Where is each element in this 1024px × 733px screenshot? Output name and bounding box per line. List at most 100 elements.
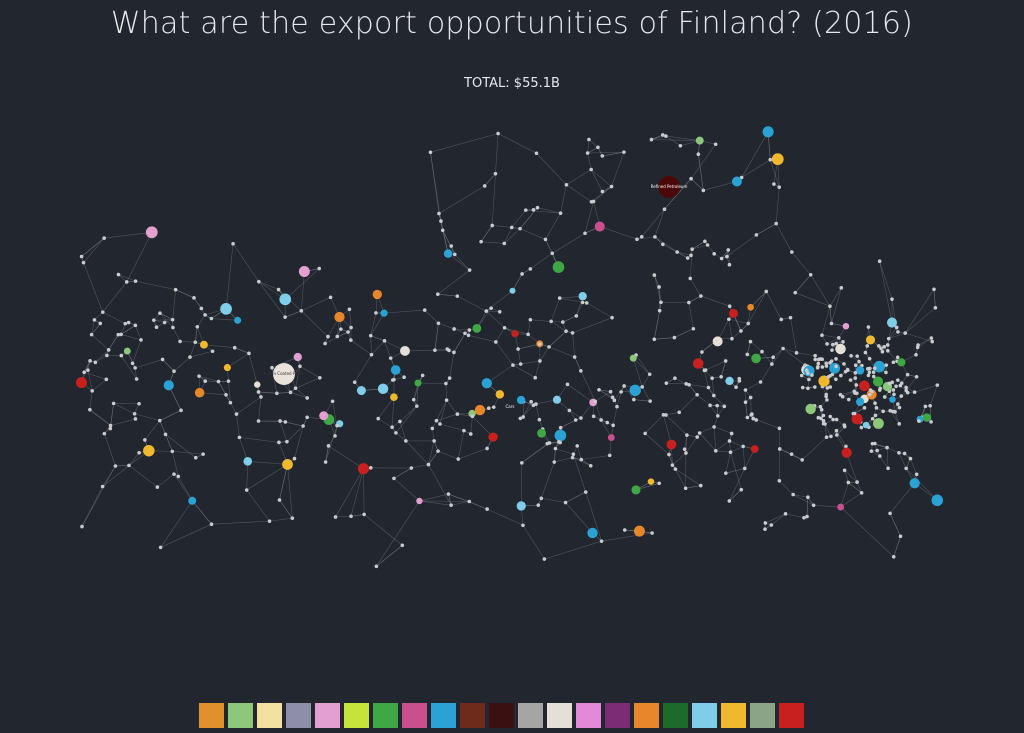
node[interactable] [482,184,487,188]
node[interactable] [824,435,829,439]
node[interactable] [277,440,281,445]
node[interactable] [866,325,871,329]
node[interactable] [299,309,304,313]
node[interactable] [533,375,538,380]
node[interactable] [400,345,410,356]
node[interactable] [589,167,593,172]
node[interactable] [728,308,739,318]
node[interactable] [658,176,680,198]
node[interactable] [836,335,841,340]
node[interactable] [330,399,335,404]
node[interactable] [257,279,261,284]
node[interactable] [818,375,830,387]
node[interactable] [509,225,514,230]
node[interactable] [800,458,804,462]
node[interactable] [273,363,295,385]
node[interactable] [223,364,231,372]
node[interactable] [742,466,747,471]
node[interactable] [529,399,533,404]
node[interactable] [853,363,858,368]
node[interactable] [715,414,720,418]
node[interactable] [853,391,857,395]
node[interactable] [531,208,536,212]
node[interactable] [887,381,892,386]
node[interactable] [932,287,936,292]
node[interactable] [723,359,728,363]
node[interactable] [518,226,522,231]
node[interactable] [905,372,910,377]
node[interactable] [739,487,744,492]
node[interactable] [825,386,830,390]
node[interactable] [610,395,615,400]
node[interactable] [819,416,823,421]
node[interactable] [678,143,683,148]
node[interactable] [897,451,901,455]
node[interactable] [224,393,228,397]
node[interactable] [436,449,440,453]
node[interactable] [597,387,601,392]
node[interactable] [491,405,496,409]
node[interactable] [203,379,208,383]
node[interactable] [362,512,366,517]
node[interactable] [764,289,769,294]
node[interactable] [587,527,598,539]
node[interactable] [98,321,103,326]
node[interactable] [702,368,707,373]
node[interactable] [890,380,894,385]
node[interactable] [392,476,396,481]
node[interactable] [884,363,889,367]
node[interactable] [715,403,719,408]
node[interactable] [267,519,272,523]
node[interactable] [692,358,704,369]
node[interactable] [683,486,688,491]
node[interactable] [839,286,844,290]
node[interactable] [904,385,908,390]
node[interactable] [727,262,732,267]
node[interactable] [821,419,826,423]
node[interactable] [474,404,486,416]
node[interactable] [853,376,858,380]
node[interactable] [402,375,406,380]
node[interactable] [398,419,402,424]
node[interactable] [652,273,657,277]
node[interactable] [285,439,289,444]
node[interactable] [657,481,661,486]
node[interactable] [607,453,612,458]
node[interactable] [872,418,884,429]
node[interactable] [868,366,872,371]
node[interactable] [369,352,374,357]
legend-icon[interactable] [402,703,427,728]
node[interactable] [193,340,198,345]
node[interactable] [842,362,846,366]
node[interactable] [886,466,890,471]
node[interactable] [462,428,466,433]
node[interactable] [777,426,782,431]
node[interactable] [276,287,281,292]
node[interactable] [210,349,215,354]
node[interactable] [466,333,471,338]
node[interactable] [867,370,872,375]
node[interactable] [188,496,197,505]
node[interactable] [748,395,753,400]
node[interactable] [132,411,137,416]
node[interactable] [516,395,526,405]
node[interactable] [891,554,896,559]
node[interactable] [922,413,932,422]
node[interactable] [662,207,667,211]
node[interactable] [829,362,841,374]
node[interactable] [889,396,896,403]
node[interactable] [831,342,835,347]
node[interactable] [323,460,328,464]
node[interactable] [203,313,207,317]
node[interactable] [751,416,755,421]
node[interactable] [143,444,155,457]
node[interactable] [667,452,671,457]
node[interactable] [102,431,107,436]
node[interactable] [293,352,302,362]
node[interactable] [852,411,857,416]
node[interactable] [818,357,823,361]
node[interactable] [435,292,440,297]
node[interactable] [774,221,778,226]
node[interactable] [158,311,162,315]
node[interactable] [452,350,456,355]
